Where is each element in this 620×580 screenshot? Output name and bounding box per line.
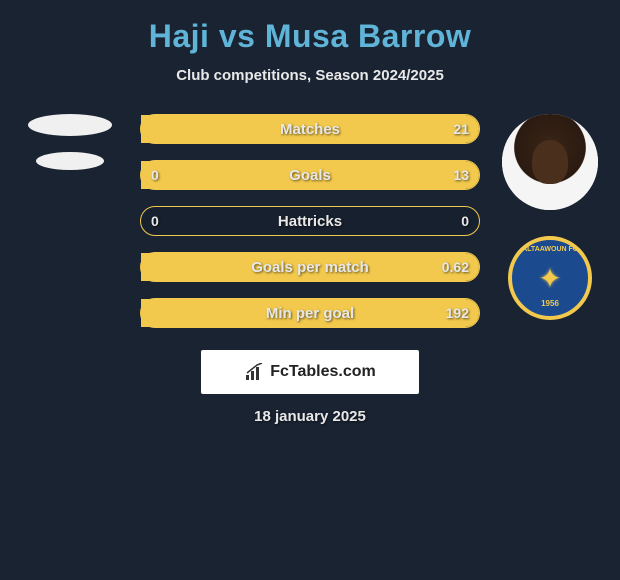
club-badge-name: ALTAAWOUN FC [522, 246, 578, 253]
player-right-avatar [502, 114, 598, 210]
chart-icon [244, 363, 266, 381]
club-badge-year: 1956 [541, 299, 559, 308]
page-title: Haji vs Musa Barrow [20, 18, 600, 55]
stat-label: Goals [289, 167, 331, 184]
stat-value-left: 0 [151, 167, 159, 183]
player-face-icon [502, 114, 598, 210]
club-badge: ALTAAWOUN FC ✦ 1956 [508, 236, 592, 320]
player-left-avatar [22, 114, 118, 174]
page-subtitle: Club competitions, Season 2024/2025 [20, 67, 600, 84]
brand-badge[interactable]: FcTables.com [201, 350, 419, 394]
comparison-panel: ALTAAWOUN FC ✦ 1956 Matches 21 0 Goals 13 0 Ha… [20, 114, 600, 328]
stat-value-right: 192 [446, 305, 469, 321]
stat-value-left: 0 [151, 213, 159, 229]
stat-label: Min per goal [266, 305, 354, 322]
footer-date: 18 january 2025 [20, 408, 600, 425]
stat-row: Min per goal 192 [140, 298, 480, 328]
star-icon: ✦ [538, 262, 561, 295]
stat-label: Matches [280, 121, 340, 138]
brand-text: FcTables.com [270, 363, 376, 381]
stats-list: Matches 21 0 Goals 13 0 Hattricks 0 Goals per ma… [140, 114, 480, 328]
stat-label: Hattricks [278, 213, 342, 230]
stat-label: Goals per match [251, 259, 369, 276]
stat-value-right: 21 [453, 121, 469, 137]
stat-value-right: 0 [461, 213, 469, 229]
stat-value-right: 13 [453, 167, 469, 183]
player-right-column: ALTAAWOUN FC ✦ 1956 [495, 114, 605, 320]
stat-row: 0 Goals 13 [140, 160, 480, 190]
stat-row: Matches 21 [140, 114, 480, 144]
player-left-column [15, 114, 125, 174]
stat-value-right: 0.62 [442, 259, 469, 275]
stat-row: 0 Hattricks 0 [140, 206, 480, 236]
stat-row: Goals per match 0.62 [140, 252, 480, 282]
